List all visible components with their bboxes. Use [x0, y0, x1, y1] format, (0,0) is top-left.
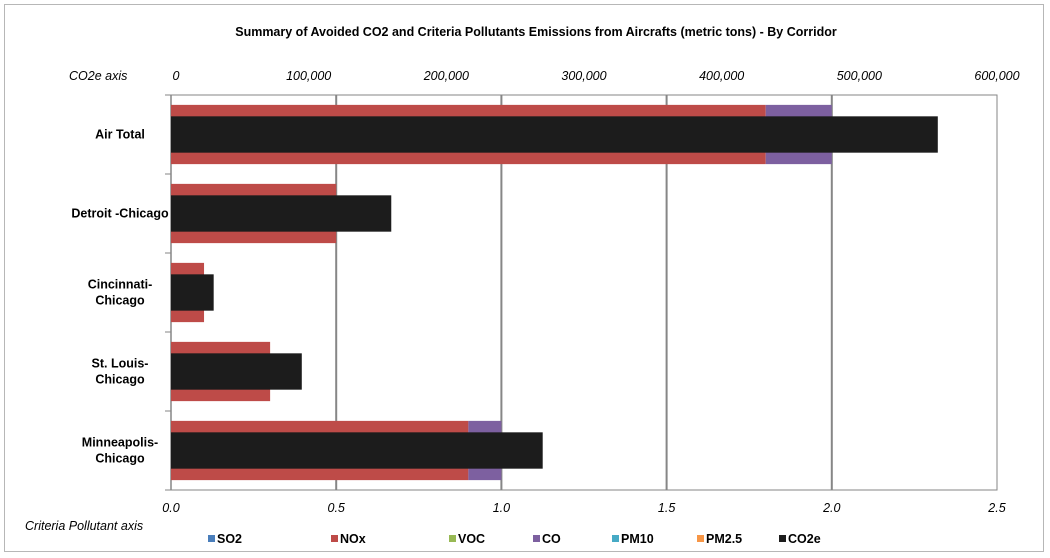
- primary-tick-label: 1.0: [493, 501, 510, 515]
- legend: SO2 NOx VOC CO PM10 PM2.5 CO2e: [208, 532, 821, 546]
- category-label: Chicago: [95, 373, 145, 387]
- secondary-tick-label: 500,000: [837, 69, 882, 83]
- bar-co2e: [171, 195, 392, 232]
- category-label: St. Louis-: [92, 357, 149, 371]
- primary-axis-label: Criteria Pollutant axis: [25, 519, 143, 533]
- category-label: Chicago: [95, 452, 145, 466]
- legend-swatch: [612, 535, 619, 542]
- legend-label: CO2e: [788, 532, 821, 546]
- legend-swatch: [533, 535, 540, 542]
- category-labels: Air Total Detroit -Chicago Cincinnati- Chic…: [71, 128, 169, 466]
- legend-swatch: [449, 535, 456, 542]
- secondary-axis-label: CO2e axis: [69, 69, 127, 83]
- category-label: Air Total: [95, 128, 145, 142]
- category-label: Chicago: [95, 294, 145, 308]
- secondary-tick-label: 0: [173, 69, 180, 83]
- tick-labels: 0.0 0.5 1.0 1.5 2.0 2.5 0 100,000 200,000 300,000…: [162, 69, 1019, 515]
- primary-tick-label: 1.5: [658, 501, 675, 515]
- legend-swatch: [208, 535, 215, 542]
- secondary-tick-label: 400,000: [699, 69, 744, 83]
- primary-tick-label: 0.0: [162, 501, 179, 515]
- legend-swatch: [697, 535, 704, 542]
- bars: [171, 104, 938, 481]
- bar-co2e: [171, 353, 302, 390]
- legend-label: SO2: [217, 532, 242, 546]
- bar-co2e: [171, 432, 543, 469]
- secondary-tick-label: 100,000: [286, 69, 331, 83]
- bar-co2e: [171, 274, 214, 311]
- primary-tick-label: 2.0: [822, 501, 840, 515]
- legend-label: NOx: [340, 532, 366, 546]
- primary-tick-label: 2.5: [987, 501, 1005, 515]
- secondary-tick-label: 200,000: [423, 69, 469, 83]
- primary-tick-label: 0.5: [328, 501, 345, 515]
- category-label: Cincinnati-: [88, 278, 153, 292]
- secondary-tick-label: 300,000: [561, 69, 606, 83]
- legend-label: PM2.5: [706, 532, 742, 546]
- legend-label: PM10: [621, 532, 654, 546]
- secondary-tick-label: 600,000: [974, 69, 1019, 83]
- legend-label: VOC: [458, 532, 485, 546]
- legend-label: CO: [542, 532, 561, 546]
- legend-swatch: [779, 535, 786, 542]
- category-label: Minneapolis-: [82, 436, 158, 450]
- chart-title: Summary of Avoided CO2 and Criteria Poll…: [235, 25, 837, 39]
- category-label: Detroit -Chicago: [71, 207, 169, 221]
- bar-co2e: [171, 116, 938, 153]
- legend-swatch: [331, 535, 338, 542]
